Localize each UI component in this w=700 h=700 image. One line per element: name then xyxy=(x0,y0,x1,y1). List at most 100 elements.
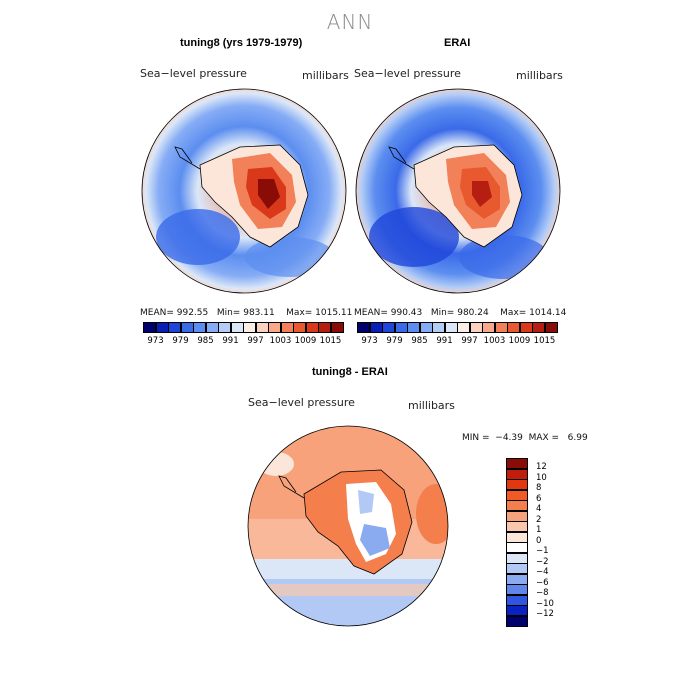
colorbar-tick-label: 1015 xyxy=(319,336,342,346)
colorbar-swatch xyxy=(519,322,533,333)
diff-stats: MIN = −4.39 MAX = 6.99 xyxy=(462,433,588,443)
colorbar-swatch xyxy=(193,322,206,333)
panel2-variable-label: Sea−level pressure xyxy=(354,67,461,80)
panel1-colorbar-ticks: 973 979 985 991 997 1003 1009 1015 xyxy=(143,336,343,348)
colorbar-swatch xyxy=(457,322,470,333)
colorbar-swatch xyxy=(382,322,395,333)
colorbar-swatch xyxy=(168,322,181,333)
colorbar-tick-label: 973 xyxy=(147,336,164,346)
colorbar-swatch xyxy=(506,489,528,501)
colorbar-tick-label: −12 xyxy=(536,609,554,619)
colorbar-swatch xyxy=(506,479,528,490)
colorbar-swatch xyxy=(143,322,156,333)
colorbar-tick-label: 0 xyxy=(536,535,542,546)
colorbar-tick-label: 8 xyxy=(536,483,542,493)
colorbar-swatch xyxy=(469,322,483,333)
colorbar-tick-label: 2 xyxy=(536,514,542,525)
colorbar-tick-label: 1 xyxy=(536,525,542,535)
colorbar-tick-label: 4 xyxy=(536,504,542,514)
colorbar-swatch xyxy=(506,605,528,616)
panel1-stats: MEAN= 992.55 Min= 983.11 Max= 1015.11 xyxy=(140,308,353,318)
colorbar-tick-label: 991 xyxy=(436,336,453,346)
colorbar-tick-label: −2 xyxy=(536,556,549,567)
colorbar-swatch xyxy=(494,322,508,333)
colorbar-tick-label: 973 xyxy=(361,336,378,346)
panel2-colorbar-ticks: 973 979 985 991 997 1003 1009 1015 xyxy=(357,336,557,348)
colorbar-tick-label: −1 xyxy=(536,546,549,556)
colorbar-swatch xyxy=(330,322,344,333)
colorbar-swatch xyxy=(506,552,528,564)
colorbar-tick-label: −8 xyxy=(536,588,549,598)
panel2-units-label: millibars xyxy=(516,69,563,82)
colorbar-tick-label: 6 xyxy=(536,493,542,504)
panel2-title: ERAI xyxy=(444,37,471,49)
colorbar-tick-label: 1003 xyxy=(269,336,292,346)
diff-colorbar-ticks: 12 10 8 6 4 2 1 0 −1 −2 −4 −6 −8 −10 −12 xyxy=(536,462,554,620)
colorbar-swatch xyxy=(506,468,528,480)
colorbar-tick-label: 1015 xyxy=(533,336,556,346)
colorbar-tick-label: 985 xyxy=(197,336,214,346)
colorbar-swatch xyxy=(205,322,219,333)
colorbar-swatch xyxy=(268,322,281,333)
colorbar-swatch xyxy=(305,322,319,333)
colorbar-tick-label: −4 xyxy=(536,567,549,577)
colorbar-swatch xyxy=(506,594,528,606)
diff-units-label: millibars xyxy=(408,399,455,412)
colorbar-tick-label: 979 xyxy=(172,336,189,346)
colorbar-tick-label: 979 xyxy=(386,336,403,346)
panel2-stats: MEAN= 990.43 Min= 980.24 Max= 1014.14 xyxy=(354,308,567,318)
colorbar-swatch xyxy=(506,458,528,469)
colorbar-tick-label: 985 xyxy=(411,336,428,346)
colorbar-tick-label: 10 xyxy=(536,472,547,483)
colorbar-swatch xyxy=(506,500,528,511)
colorbar-swatch xyxy=(419,322,433,333)
colorbar-swatch xyxy=(255,322,269,333)
colorbar-tick-label: 1003 xyxy=(483,336,506,346)
colorbar-swatch xyxy=(180,322,194,333)
colorbar-swatch xyxy=(506,510,528,522)
colorbar-swatch xyxy=(230,322,244,333)
figure-title: ANN xyxy=(326,10,374,34)
colorbar-swatch xyxy=(318,322,331,333)
colorbar-swatch xyxy=(507,322,520,333)
panel1-colorbar xyxy=(143,322,344,333)
colorbar-tick-label: 1009 xyxy=(508,336,531,346)
colorbar-swatch xyxy=(506,584,528,595)
diff-title: tuning8 - ERAI xyxy=(312,366,388,378)
colorbar-swatch xyxy=(532,322,545,333)
colorbar-swatch xyxy=(506,563,528,574)
panel2-colorbar xyxy=(357,322,558,333)
panel1-variable-label: Sea−level pressure xyxy=(140,67,247,80)
colorbar-tick-label: 991 xyxy=(222,336,239,346)
colorbar-swatch xyxy=(369,322,383,333)
colorbar-swatch xyxy=(506,542,528,553)
panel2-map xyxy=(355,88,561,294)
colorbar-swatch xyxy=(243,322,256,333)
colorbar-tick-label: 997 xyxy=(247,336,264,346)
diff-colorbar xyxy=(506,458,528,627)
colorbar-swatch xyxy=(407,322,420,333)
colorbar-tick-label: −10 xyxy=(536,598,554,609)
colorbar-tick-label: 12 xyxy=(536,462,547,472)
panel1-units-label: millibars xyxy=(302,69,349,82)
colorbar-swatch xyxy=(432,322,445,333)
panel1-map xyxy=(141,88,347,294)
colorbar-tick-label: 997 xyxy=(461,336,478,346)
colorbar-swatch xyxy=(444,322,458,333)
colorbar-swatch xyxy=(218,322,231,333)
colorbar-swatch xyxy=(394,322,408,333)
colorbar-swatch xyxy=(482,322,495,333)
colorbar-swatch xyxy=(155,322,169,333)
panel1-title: tuning8 (yrs 1979-1979) xyxy=(180,37,303,49)
colorbar-swatch xyxy=(506,531,528,543)
colorbar-swatch xyxy=(280,322,294,333)
colorbar-swatch xyxy=(506,615,528,627)
colorbar-tick-label: 1009 xyxy=(294,336,317,346)
colorbar-tick-label: −6 xyxy=(536,577,549,588)
colorbar-swatch xyxy=(506,573,528,585)
colorbar-swatch xyxy=(506,521,528,532)
diff-map xyxy=(247,425,449,627)
diff-variable-label: Sea−level pressure xyxy=(248,396,355,409)
colorbar-swatch xyxy=(293,322,306,333)
colorbar-swatch xyxy=(544,322,558,333)
